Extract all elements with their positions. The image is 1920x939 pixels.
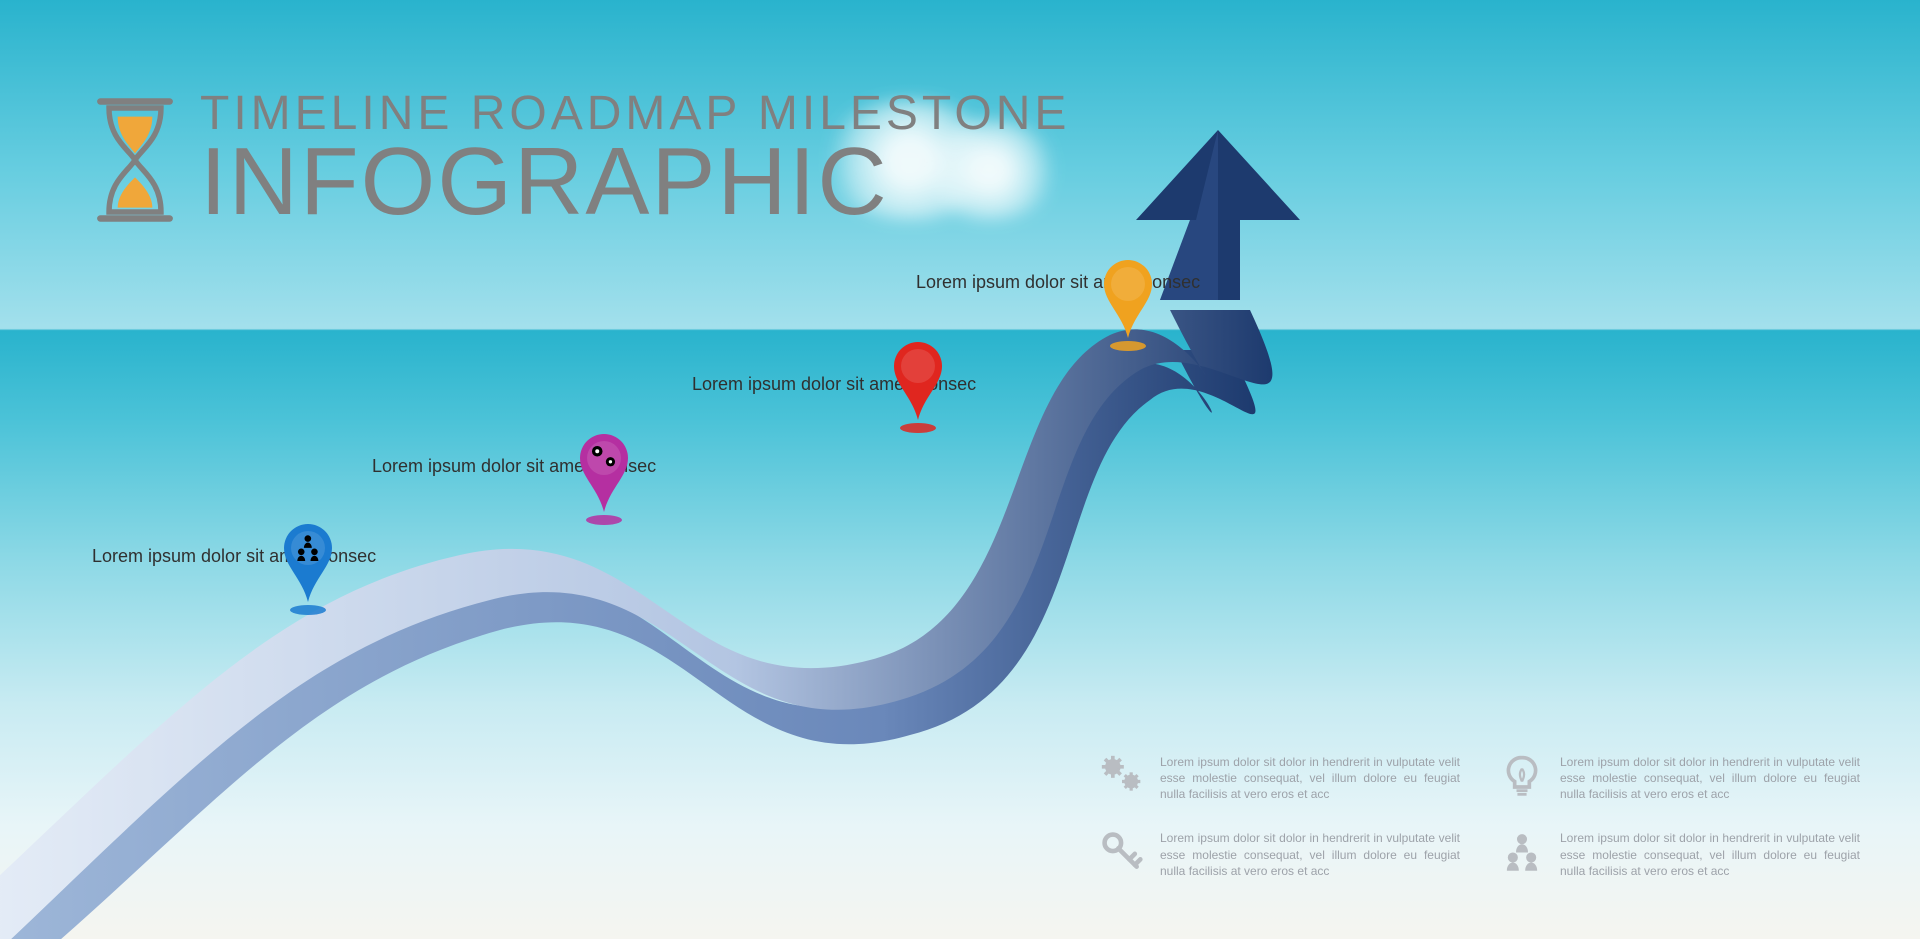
milestone-pin-2 [574, 430, 634, 526]
gears-icon [1100, 754, 1144, 798]
people-pyramid-icon [1500, 830, 1544, 874]
milestone-pin-4 [1098, 256, 1158, 352]
hourglass-icon [90, 95, 180, 225]
legend-item-1: Lorem ipsum dolor sit dolor in hendrerit… [1100, 754, 1460, 803]
key-icon [1100, 830, 1144, 874]
title-bottom: INFOGRAPHIC [200, 134, 1070, 230]
header: TIMELINE ROADMAP MILESTONE INFOGRAPHIC [90, 90, 1070, 230]
legend-text: Lorem ipsum dolor sit dolor in hendrerit… [1160, 830, 1460, 879]
lightbulb-icon [1500, 754, 1544, 798]
milestone-pin-3 [888, 338, 948, 434]
legend-text: Lorem ipsum dolor sit dolor in hendrerit… [1560, 830, 1860, 879]
legend-text: Lorem ipsum dolor sit dolor in hendrerit… [1560, 754, 1860, 803]
legend-text: Lorem ipsum dolor sit dolor in hendrerit… [1160, 754, 1460, 803]
legend-item-3: Lorem ipsum dolor sit dolor in hendrerit… [1100, 830, 1460, 879]
milestone-pin-1 [278, 520, 338, 616]
legend-item-4: Lorem ipsum dolor sit dolor in hendrerit… [1500, 830, 1860, 879]
legend-item-2: Lorem ipsum dolor sit dolor in hendrerit… [1500, 754, 1860, 803]
legend: Lorem ipsum dolor sit dolor in hendrerit… [1100, 754, 1860, 879]
